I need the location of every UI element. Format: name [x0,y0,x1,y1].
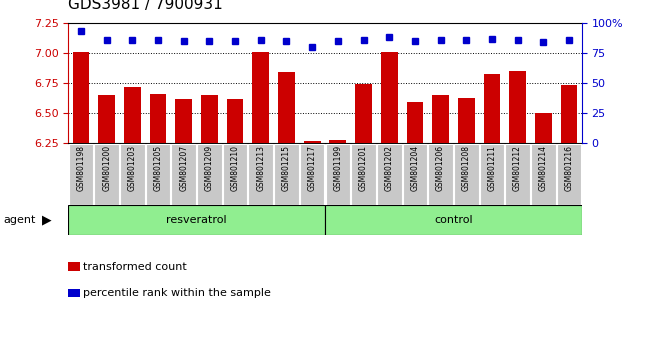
Text: GSM801216: GSM801216 [564,145,573,191]
Text: GSM801203: GSM801203 [128,145,137,192]
Bar [458,98,474,143]
Text: GSM801198: GSM801198 [77,145,86,191]
Bar [252,52,269,143]
Bar [330,140,346,143]
Bar [381,52,398,143]
Bar [560,85,577,143]
Text: percentile rank within the sample: percentile rank within the sample [83,288,271,298]
Bar [355,84,372,143]
FancyBboxPatch shape [146,144,170,205]
Bar [278,72,295,143]
FancyBboxPatch shape [326,144,350,205]
Text: GSM801210: GSM801210 [231,145,240,191]
Text: GSM801211: GSM801211 [488,145,497,191]
FancyBboxPatch shape [454,144,478,205]
Bar [150,94,166,143]
FancyBboxPatch shape [68,205,325,235]
Text: GSM801200: GSM801200 [102,145,111,192]
Text: GSM801199: GSM801199 [333,145,343,192]
Bar [201,95,218,143]
FancyBboxPatch shape [351,144,376,205]
Text: GSM801204: GSM801204 [410,145,419,192]
Bar [124,87,141,143]
FancyBboxPatch shape [402,144,427,205]
Bar [484,74,501,143]
Bar [227,99,244,143]
FancyBboxPatch shape [120,144,145,205]
Text: resveratrol: resveratrol [166,215,227,225]
FancyBboxPatch shape [223,144,248,205]
Bar [304,141,320,143]
FancyBboxPatch shape [325,205,582,235]
FancyBboxPatch shape [69,144,94,205]
Bar [176,99,192,143]
FancyBboxPatch shape [248,144,273,205]
FancyBboxPatch shape [505,144,530,205]
Text: transformed count: transformed count [83,262,187,272]
FancyBboxPatch shape [428,144,453,205]
Bar [98,95,115,143]
FancyBboxPatch shape [556,144,581,205]
Bar [406,102,423,143]
FancyBboxPatch shape [377,144,402,205]
Text: ▶: ▶ [42,214,52,227]
FancyBboxPatch shape [94,144,119,205]
FancyBboxPatch shape [480,144,504,205]
Text: GSM801208: GSM801208 [462,145,471,191]
Text: GSM801213: GSM801213 [256,145,265,191]
FancyBboxPatch shape [274,144,299,205]
FancyBboxPatch shape [300,144,324,205]
Text: GSM801217: GSM801217 [307,145,317,191]
Text: GSM801202: GSM801202 [385,145,394,191]
Text: control: control [434,215,473,225]
FancyBboxPatch shape [172,144,196,205]
Text: agent: agent [3,215,36,225]
Bar [73,52,90,143]
Text: GSM801215: GSM801215 [282,145,291,191]
Bar [509,70,526,143]
Text: GSM801201: GSM801201 [359,145,368,191]
Text: GSM801212: GSM801212 [513,145,522,191]
Text: GSM801206: GSM801206 [436,145,445,192]
FancyBboxPatch shape [531,144,556,205]
Text: GSM801207: GSM801207 [179,145,188,192]
Text: GSM801205: GSM801205 [153,145,162,192]
Bar [535,113,552,143]
Bar [432,95,449,143]
Text: GSM801214: GSM801214 [539,145,548,191]
FancyBboxPatch shape [197,144,222,205]
Text: GSM801209: GSM801209 [205,145,214,192]
Text: GDS3981 / 7900931: GDS3981 / 7900931 [68,0,223,12]
